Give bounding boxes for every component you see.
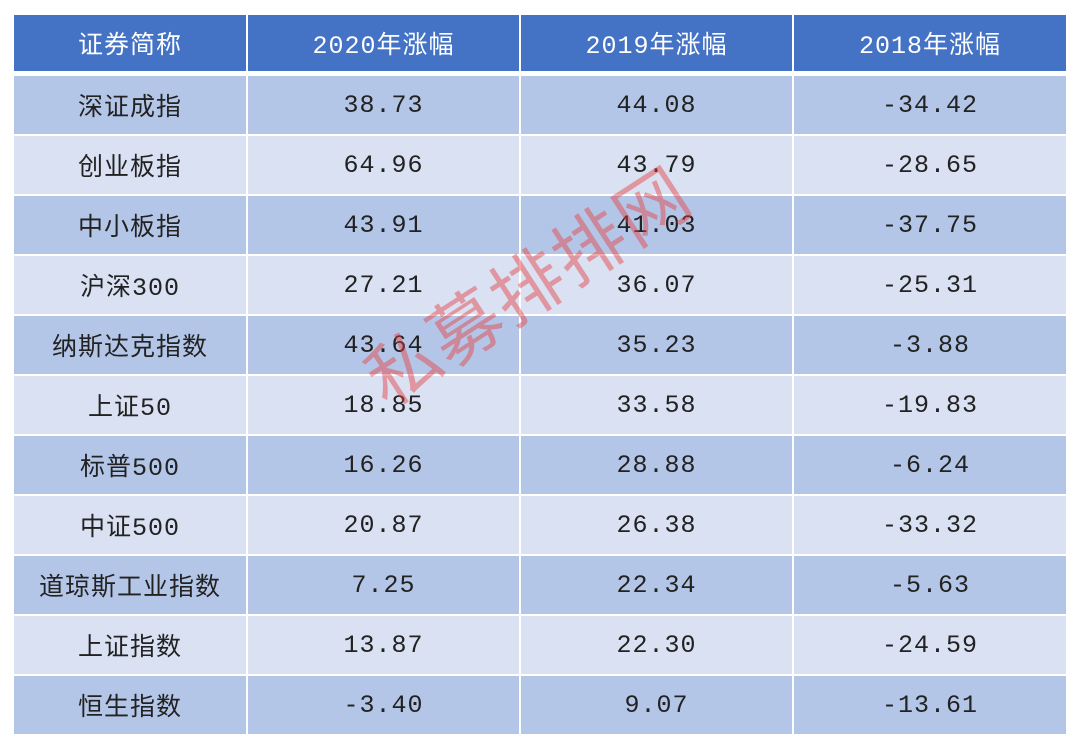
table-row: 中小板指 43.91 41.03 -37.75 xyxy=(14,195,1066,256)
cell-2018-change: -33.32 xyxy=(792,495,1066,556)
cell-2018-change: -24.59 xyxy=(792,615,1066,676)
cell-2018-change: -34.42 xyxy=(792,73,1066,136)
cell-2018-change: -3.88 xyxy=(792,315,1066,376)
cell-2020-change: 13.87 xyxy=(246,615,521,676)
table-row: 上证50 18.85 33.58 -19.83 xyxy=(14,375,1066,436)
cell-2020-change: -3.40 xyxy=(246,675,521,736)
cell-2018-change: -13.61 xyxy=(792,675,1066,736)
cell-2018-change: -6.24 xyxy=(792,435,1066,496)
cell-2020-change: 18.85 xyxy=(246,375,521,436)
cell-2018-change: -28.65 xyxy=(792,135,1066,196)
cell-2020-change: 43.64 xyxy=(246,315,521,376)
cell-security-name: 中小板指 xyxy=(14,195,248,256)
header-2020-change: 2020年涨幅 xyxy=(246,15,521,76)
cell-2019-change: 44.08 xyxy=(519,73,794,136)
cell-2019-change: 28.88 xyxy=(519,435,794,496)
table-row: 道琼斯工业指数 7.25 22.34 -5.63 xyxy=(14,555,1066,616)
table-row: 沪深300 27.21 36.07 -25.31 xyxy=(14,255,1066,316)
cell-2020-change: 43.91 xyxy=(246,195,521,256)
cell-security-name: 上证指数 xyxy=(14,615,248,676)
header-2019-change: 2019年涨幅 xyxy=(519,15,794,76)
cell-2020-change: 7.25 xyxy=(246,555,521,616)
cell-2019-change: 36.07 xyxy=(519,255,794,316)
cell-security-name: 标普500 xyxy=(14,435,248,496)
header-security-name: 证券简称 xyxy=(14,15,248,76)
table-row: 创业板指 64.96 43.79 -28.65 xyxy=(14,135,1066,196)
cell-security-name: 恒生指数 xyxy=(14,675,248,736)
cell-2018-change: -37.75 xyxy=(792,195,1066,256)
cell-2019-change: 41.03 xyxy=(519,195,794,256)
cell-2018-change: -19.83 xyxy=(792,375,1066,436)
table-body: 深证成指 38.73 44.08 -34.42 创业板指 64.96 43.79 -28.65… xyxy=(14,73,1066,736)
table-row: 标普500 16.26 28.88 -6.24 xyxy=(14,435,1066,496)
cell-2019-change: 43.79 xyxy=(519,135,794,196)
cell-2018-change: -5.63 xyxy=(792,555,1066,616)
cell-2019-change: 35.23 xyxy=(519,315,794,376)
index-returns-table: 证券简称 2020年涨幅 2019年涨幅 2018年涨幅 深证成指 38.73 44… xyxy=(14,15,1066,736)
cell-2019-change: 9.07 xyxy=(519,675,794,736)
cell-2019-change: 33.58 xyxy=(519,375,794,436)
table-row: 恒生指数 -3.40 9.07 -13.61 xyxy=(14,675,1066,736)
cell-security-name: 纳斯达克指数 xyxy=(14,315,248,376)
cell-security-name: 深证成指 xyxy=(14,73,248,136)
header-row: 证券简称 2020年涨幅 2019年涨幅 2018年涨幅 xyxy=(14,15,1066,76)
cell-security-name: 上证50 xyxy=(14,375,248,436)
cell-security-name: 创业板指 xyxy=(14,135,248,196)
cell-2018-change: -25.31 xyxy=(792,255,1066,316)
cell-2019-change: 26.38 xyxy=(519,495,794,556)
header-2018-change: 2018年涨幅 xyxy=(792,15,1066,76)
table-row: 深证成指 38.73 44.08 -34.42 xyxy=(14,73,1066,136)
cell-2020-change: 27.21 xyxy=(246,255,521,316)
cell-2019-change: 22.30 xyxy=(519,615,794,676)
table-row: 中证500 20.87 26.38 -33.32 xyxy=(14,495,1066,556)
cell-2020-change: 64.96 xyxy=(246,135,521,196)
cell-2020-change: 20.87 xyxy=(246,495,521,556)
table-row: 纳斯达克指数 43.64 35.23 -3.88 xyxy=(14,315,1066,376)
cell-security-name: 道琼斯工业指数 xyxy=(14,555,248,616)
cell-2020-change: 38.73 xyxy=(246,73,521,136)
cell-2019-change: 22.34 xyxy=(519,555,794,616)
cell-security-name: 中证500 xyxy=(14,495,248,556)
cell-2020-change: 16.26 xyxy=(246,435,521,496)
table-row: 上证指数 13.87 22.30 -24.59 xyxy=(14,615,1066,676)
cell-security-name: 沪深300 xyxy=(14,255,248,316)
